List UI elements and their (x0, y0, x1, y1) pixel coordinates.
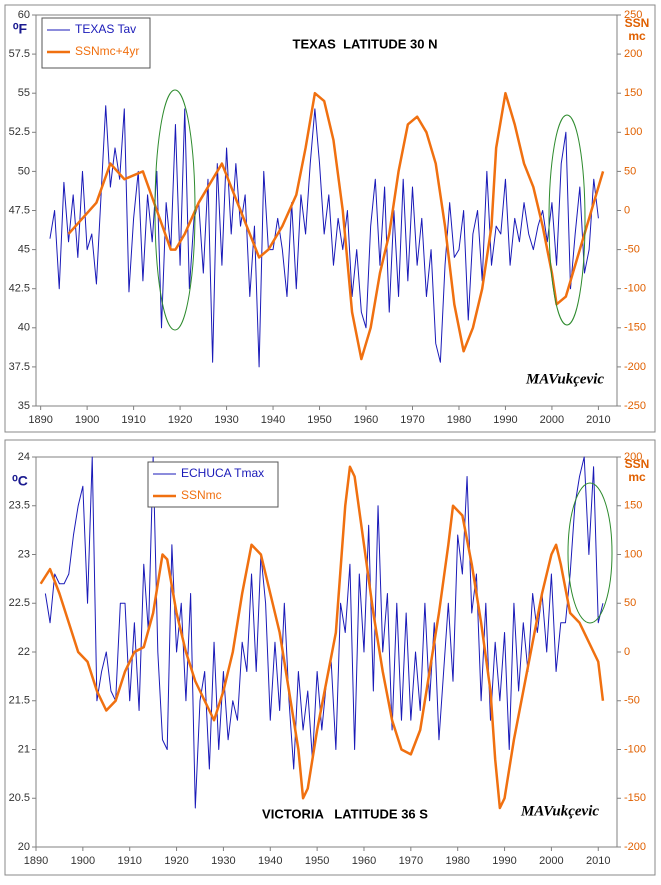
y2-tick-label: -200 (624, 361, 646, 373)
y-tick-label: 57.5 (9, 48, 30, 60)
highlight-ellipse (567, 482, 613, 624)
y2-tick-label: 100 (624, 548, 642, 560)
x-tick-label: 1940 (258, 855, 282, 867)
x-tick-label: 1920 (168, 414, 192, 426)
y2-tick-label: 150 (624, 87, 642, 99)
x-tick-label: 1920 (164, 855, 188, 867)
signature: MAVukçevic (520, 803, 599, 819)
highlight-ellipse (548, 114, 586, 326)
series-line (67, 91, 605, 361)
y-tick-label: 21.5 (9, 695, 30, 707)
x-tick-label: 1960 (354, 414, 378, 426)
y-tick-label: 42.5 (9, 283, 30, 295)
y2-tick-label: 250 (624, 9, 642, 21)
y-axis-label: ⁰F (13, 21, 28, 37)
x-tick-label: 1900 (75, 414, 99, 426)
x-tick-label: 1990 (492, 855, 516, 867)
y-tick-label: 21 (18, 743, 30, 755)
y-tick-label: 60 (18, 9, 30, 21)
y2-tick-label: -150 (624, 792, 646, 804)
x-tick-label: 2010 (586, 414, 610, 426)
x-tick-label: 1970 (400, 414, 424, 426)
y-tick-label: 20 (18, 841, 30, 853)
y-tick-label: 24 (18, 451, 30, 463)
x-tick-label: 2010 (586, 855, 610, 867)
x-tick-label: 1930 (211, 855, 235, 867)
legend-box (147, 461, 279, 508)
y2-tick-label: 100 (624, 126, 642, 138)
x-tick-label: 1930 (214, 414, 238, 426)
y-tick-label: 35 (18, 400, 30, 412)
legend-label: SSNmc+4yr (75, 44, 139, 58)
y2-tick-label: -200 (624, 841, 646, 853)
y2-tick-label: 0 (624, 646, 630, 658)
x-tick-label: 1940 (261, 414, 285, 426)
y2-tick-label: 0 (624, 204, 630, 216)
y2-tick-label: 200 (624, 48, 642, 60)
y2-axis-label: SSN (625, 457, 650, 471)
y2-tick-label: -50 (624, 244, 640, 256)
x-tick-label: 1890 (28, 414, 52, 426)
legend-label: SSNmc (181, 488, 222, 502)
y2-tick-label: -250 (624, 400, 646, 412)
y2-tick-label: -50 (624, 695, 640, 707)
x-tick-label: 1890 (24, 855, 48, 867)
x-tick-label: 1980 (447, 414, 471, 426)
y2-tick-label: 200 (624, 451, 642, 463)
y-tick-label: 40 (18, 322, 30, 334)
y-tick-label: 50 (18, 165, 30, 177)
y2-tick-label: -100 (624, 743, 646, 755)
y2-tick-label: -100 (624, 283, 646, 295)
y-tick-label: 22 (18, 646, 30, 658)
x-tick-label: 1960 (352, 855, 376, 867)
signature: MAVukçevic (525, 371, 604, 387)
x-tick-label: 1910 (121, 414, 145, 426)
x-tick-label: 2000 (540, 414, 564, 426)
highlight-ellipse (154, 89, 196, 331)
legend-label: TEXAS Tav (75, 22, 136, 36)
y-tick-label: 23.5 (9, 500, 30, 512)
x-tick-label: 1950 (307, 414, 331, 426)
y2-tick-label: 50 (624, 165, 636, 177)
chart-title: TEXAS LATITUDE 30 N (293, 36, 438, 51)
chart-title: VICTORIA LATITUDE 36 S (262, 806, 428, 821)
y-tick-label: 45 (18, 244, 30, 256)
y2-axis-label: mc (628, 29, 646, 43)
x-tick-label: 1950 (305, 855, 329, 867)
series-line (44, 456, 604, 809)
series-line (49, 105, 599, 368)
y-tick-label: 37.5 (9, 361, 30, 373)
y-tick-label: 55 (18, 87, 30, 99)
x-tick-label: 1970 (399, 855, 423, 867)
y2-tick-label: 150 (624, 500, 642, 512)
x-tick-label: 1990 (493, 414, 517, 426)
series-line (39, 465, 605, 810)
y2-tick-label: 50 (624, 597, 636, 609)
x-tick-label: 1910 (117, 855, 141, 867)
legend-label: ECHUCA Tmax (181, 466, 264, 480)
y-tick-label: 22.5 (9, 597, 30, 609)
y-tick-label: 47.5 (9, 204, 30, 216)
y-axis-label: ⁰C (12, 473, 28, 489)
y2-tick-label: -150 (624, 322, 646, 334)
y2-axis-label: mc (628, 470, 646, 484)
legend-box (41, 17, 151, 69)
x-tick-label: 1900 (71, 855, 95, 867)
x-tick-label: 1980 (445, 855, 469, 867)
y2-axis-label: SSN (625, 16, 650, 30)
y-tick-label: 20.5 (9, 792, 30, 804)
y-tick-label: 52.5 (9, 126, 30, 138)
y-tick-label: 23 (18, 548, 30, 560)
x-tick-label: 2000 (539, 855, 563, 867)
